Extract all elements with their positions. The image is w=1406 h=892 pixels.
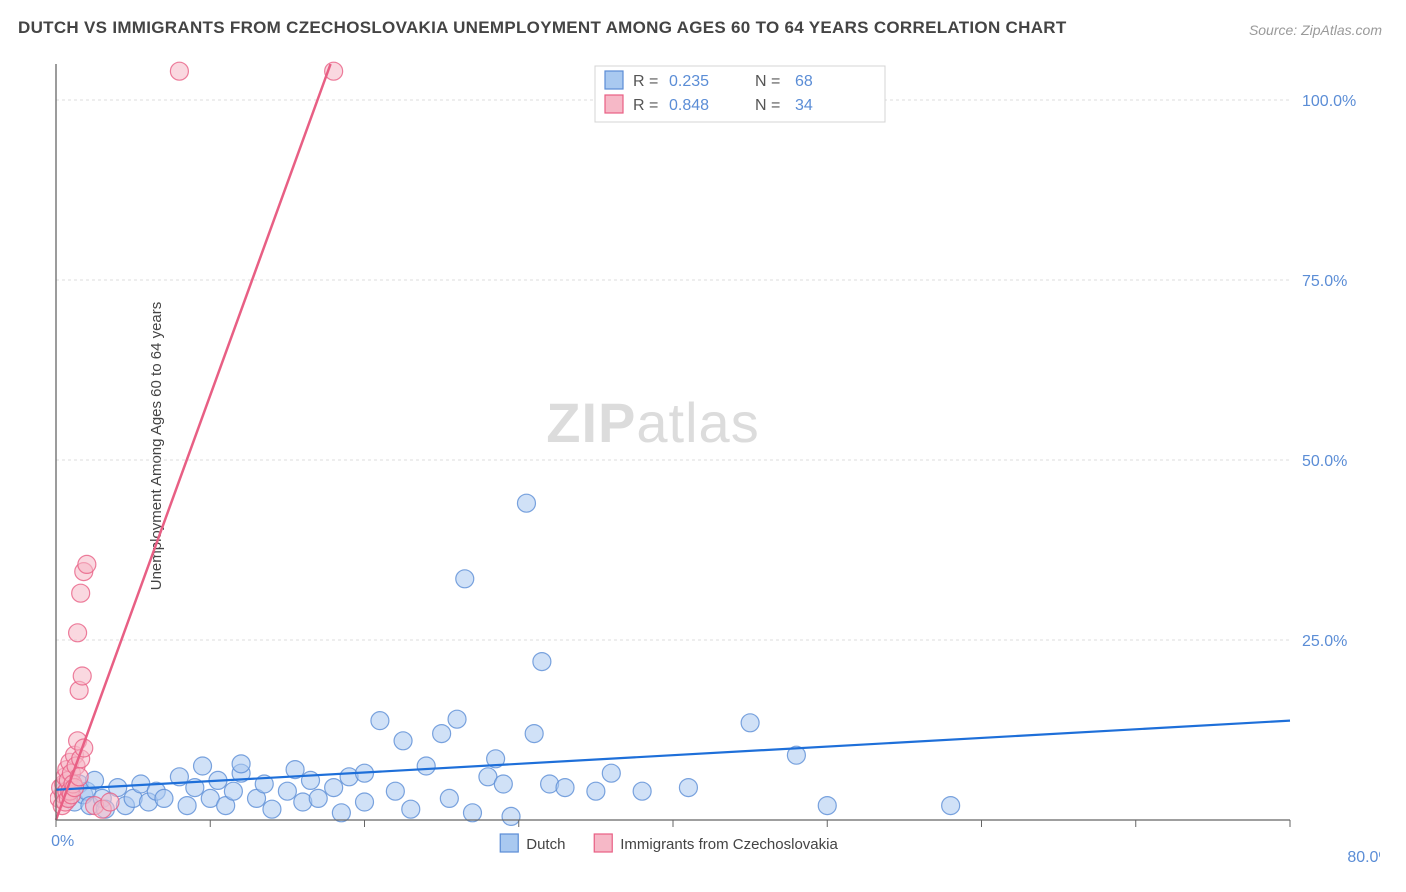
legend-n-label: N = <box>755 97 780 114</box>
data-point <box>533 653 551 671</box>
y-tick-label: 50.0% <box>1302 453 1347 470</box>
data-point <box>587 782 605 800</box>
data-point <box>525 725 543 743</box>
data-point <box>232 755 250 773</box>
data-point <box>386 782 404 800</box>
regression-line <box>56 64 331 820</box>
data-point <box>356 793 374 811</box>
legend-n-label: N = <box>755 73 780 90</box>
x-tick-label: 80.0% <box>1347 849 1380 866</box>
data-point <box>494 775 512 793</box>
chart-plot-area: 25.0% 50.0% 75.0% 100.0% ZIPatlas 0.0% 80.0% R … <box>50 50 1380 870</box>
legend-series-label: Immigrants from Czechoslovakia <box>620 836 838 853</box>
legend-r-value: 0.848 <box>669 97 709 114</box>
data-point <box>741 714 759 732</box>
y-tick-label: 100.0% <box>1302 93 1356 110</box>
legend-r-value: 0.235 <box>669 73 709 90</box>
legend-swatch <box>594 834 612 852</box>
data-point <box>448 710 466 728</box>
data-point <box>332 804 350 822</box>
data-point <box>818 797 836 815</box>
data-point <box>69 624 87 642</box>
data-point <box>433 725 451 743</box>
legend-swatch <box>500 834 518 852</box>
data-point <box>456 570 474 588</box>
data-point <box>556 779 574 797</box>
legend-n-value: 68 <box>795 73 813 90</box>
data-point <box>263 800 281 818</box>
data-point <box>602 764 620 782</box>
data-point <box>155 789 173 807</box>
data-point <box>417 757 435 775</box>
legend-n-value: 34 <box>795 97 813 114</box>
data-point <box>178 797 196 815</box>
data-point <box>679 779 697 797</box>
data-point <box>440 789 458 807</box>
x-tick-label: 0.0% <box>50 833 74 850</box>
data-point <box>101 793 119 811</box>
data-point <box>402 800 420 818</box>
source-attribution: Source: ZipAtlas.com <box>1249 22 1382 38</box>
watermark: ZIPatlas <box>546 391 759 454</box>
data-point <box>942 797 960 815</box>
chart-title: DUTCH VS IMMIGRANTS FROM CZECHOSLOVAKIA … <box>18 18 1067 38</box>
data-point <box>371 712 389 730</box>
data-point <box>309 789 327 807</box>
data-point <box>72 584 90 602</box>
data-point <box>325 779 343 797</box>
data-point <box>278 782 296 800</box>
legend-r-label: R = <box>633 97 658 114</box>
legend-r-label: R = <box>633 73 658 90</box>
legend-series-label: Dutch <box>526 836 565 853</box>
data-point <box>224 782 242 800</box>
y-tick-label: 25.0% <box>1302 633 1347 650</box>
data-point <box>633 782 651 800</box>
data-point <box>502 807 520 825</box>
data-point <box>73 667 91 685</box>
data-point <box>517 494 535 512</box>
legend-swatch <box>605 95 623 113</box>
y-tick-label: 75.0% <box>1302 273 1347 290</box>
data-point <box>78 555 96 573</box>
chart-container: DUTCH VS IMMIGRANTS FROM CZECHOSLOVAKIA … <box>0 0 1406 892</box>
data-point <box>170 62 188 80</box>
legend-swatch <box>605 71 623 89</box>
data-point <box>194 757 212 775</box>
data-point <box>463 804 481 822</box>
data-point <box>394 732 412 750</box>
